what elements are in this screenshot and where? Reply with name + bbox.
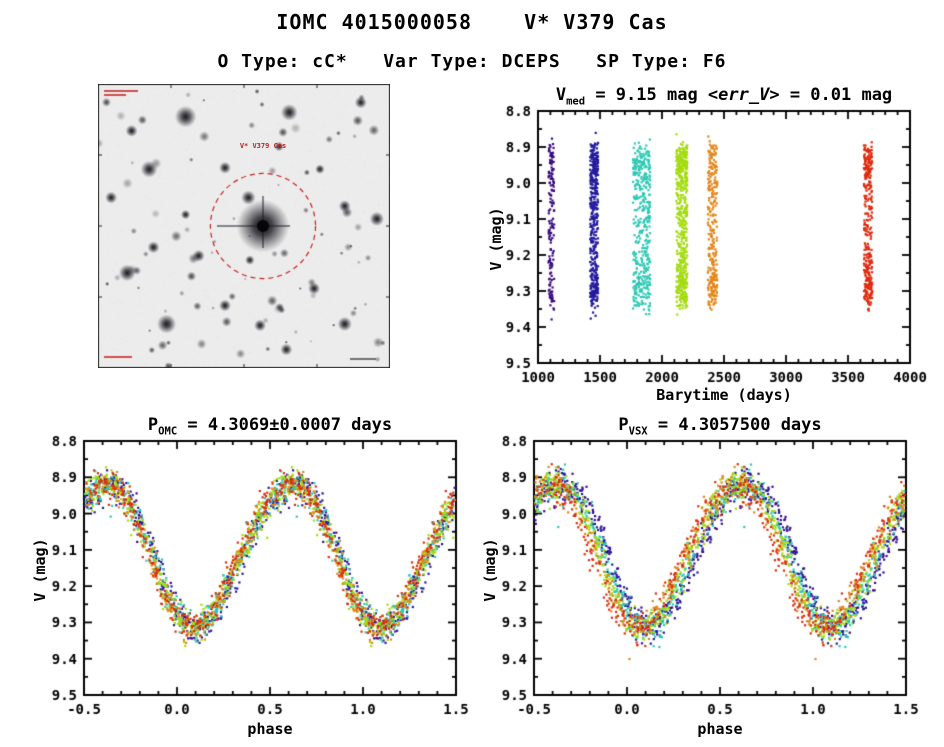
phase-vsx-plot: PVSX = 4.3057500 days phase V (mag) [476, 414, 926, 747]
vmed-stats-title: Vmed = 9.15 mag <err_V> = 0.01 mag [518, 85, 930, 107]
phase-vsx-canvas [476, 414, 926, 747]
title-pre: P [147, 415, 159, 435]
finding-chart: V* V379 Cas [98, 84, 390, 368]
title-mid: = 4.3057500 days [647, 415, 822, 435]
phase-omc-xaxis-label: phase [247, 720, 293, 738]
title-pre: P [618, 415, 629, 435]
period-omc-title: POMC = 4.3069±0.0007 days [64, 415, 476, 437]
title-sub: med [566, 95, 586, 108]
time-xaxis-label: Barytime (days) [656, 386, 792, 404]
title-sub: VSX [628, 425, 648, 438]
title-sub: OMC [158, 425, 178, 438]
phase-omc-yaxis-label: V (mag) [31, 538, 49, 602]
title-mid: = 4.3069±0.0007 days [177, 415, 393, 435]
lightcurve-time-canvas [480, 84, 930, 406]
time-yaxis-label: V (mag) [487, 207, 505, 271]
lightcurve-time-plot: Vmed = 9.15 mag <err_V> = 0.01 mag Baryt… [480, 84, 930, 406]
title-pre: V [555, 85, 567, 105]
title-post: > = 0.01 mag [769, 85, 893, 105]
phase-vsx-xaxis-label: phase [697, 720, 743, 738]
phase-omc-canvas [26, 414, 476, 747]
finding-chart-target-label: V* V379 Cas [239, 142, 287, 150]
period-vsx-title: PVSX = 4.3057500 days [514, 415, 926, 437]
phase-vsx-yaxis-label: V (mag) [481, 538, 499, 602]
title-mid: = 9.15 mag < [585, 85, 719, 105]
title-italic: err_V [718, 85, 770, 105]
page-title: IOMC 4015000058 V* V379 Cas [276, 10, 668, 34]
phase-omc-plot: POMC = 4.3069±0.0007 days phase V (mag) [26, 414, 476, 747]
page-subtitle: O Type: cC* Var Type: DCEPS SP Type: F6 [217, 51, 727, 72]
star-field-image [98, 84, 390, 368]
